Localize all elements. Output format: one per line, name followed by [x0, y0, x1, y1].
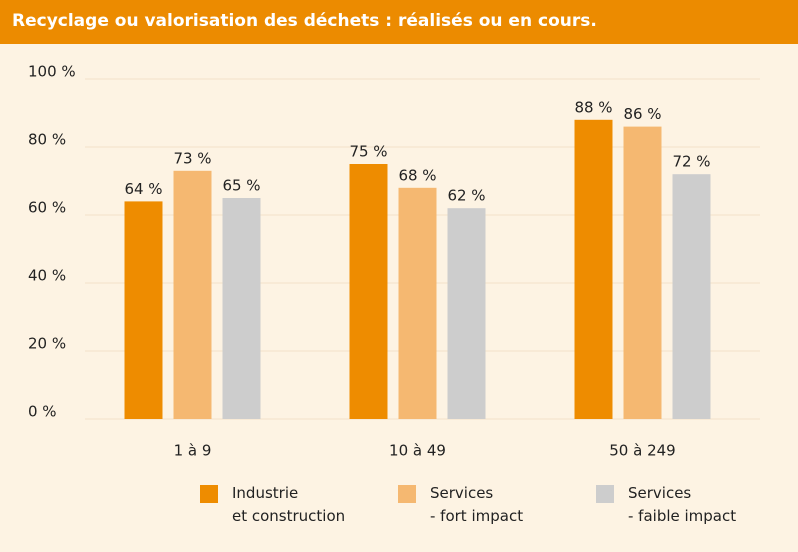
chart-title: Recyclage ou valorisation des déchets : …: [12, 11, 597, 31]
y-tick-label: 20 %: [28, 335, 66, 353]
x-tick-label: 10 à 49: [389, 442, 446, 460]
legend-swatch: [200, 485, 218, 503]
legend-swatch: [596, 485, 614, 503]
bar: [349, 164, 388, 419]
bar: [398, 187, 437, 419]
bar: [574, 119, 613, 420]
x-tick-label: 50 à 249: [609, 442, 675, 460]
value-label: 62 %: [447, 187, 485, 205]
legend-label: Services - fort impact: [430, 484, 524, 525]
legend-item: Industrie et construction: [200, 482, 345, 528]
legend-swatch: [398, 485, 416, 503]
value-label: 64 %: [124, 180, 162, 198]
value-label: 72 %: [672, 153, 710, 171]
value-label: 65 %: [222, 177, 260, 195]
y-tick-label: 100 %: [28, 63, 76, 81]
y-tick-label: 0 %: [28, 403, 57, 421]
y-tick-label: 60 %: [28, 199, 66, 217]
value-label: 75 %: [349, 143, 387, 161]
bar: [623, 126, 662, 419]
y-tick-label: 40 %: [28, 267, 66, 285]
title-bar: [0, 0, 798, 44]
bar: [124, 201, 163, 419]
bar: [173, 170, 212, 419]
bar: [222, 198, 261, 419]
legend-label: Services - faible impact: [628, 484, 737, 525]
legend-item: Services - fort impact: [398, 482, 523, 528]
value-label: 86 %: [623, 105, 661, 123]
value-label: 88 %: [574, 98, 612, 116]
value-label: 68 %: [398, 166, 436, 184]
bar: [447, 208, 486, 419]
bar: [672, 174, 711, 419]
x-tick-label: 1 à 9: [174, 442, 212, 460]
value-label: 73 %: [173, 149, 211, 167]
y-tick-label: 80 %: [28, 131, 66, 149]
legend-label: Industrie et construction: [232, 484, 346, 525]
legend-item: Services - faible impact: [596, 482, 736, 528]
